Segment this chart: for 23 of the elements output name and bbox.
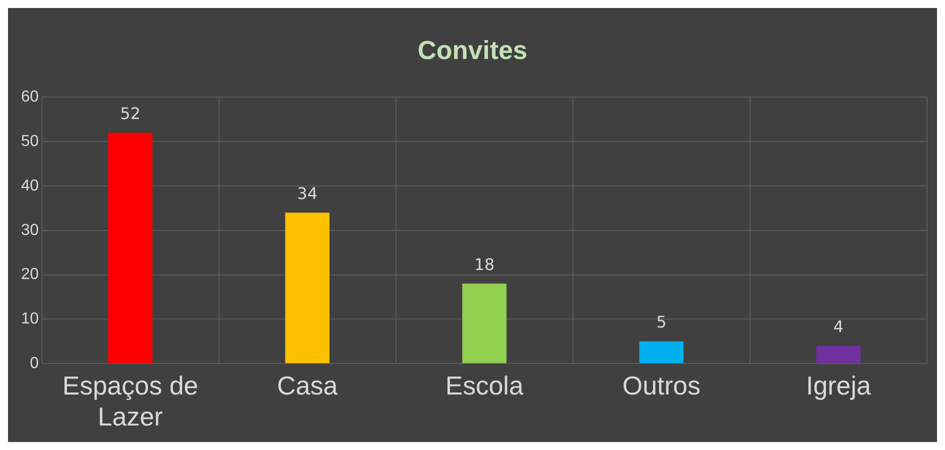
data-label: 4	[833, 316, 844, 336]
x-tick-label: Casa	[277, 370, 338, 400]
y-tick-label: 20	[21, 266, 39, 284]
y-tick-label: 0	[30, 355, 39, 372]
data-label: 34	[297, 184, 318, 203]
data-label: 18	[474, 254, 495, 274]
bar	[285, 212, 330, 364]
data-label: 5	[656, 312, 667, 332]
y-tick-label: 30	[21, 222, 39, 239]
chart-title: Convites	[418, 34, 528, 65]
x-tick-label: Escola	[445, 370, 524, 400]
x-tick-label: Igreja	[806, 370, 872, 400]
bar	[816, 346, 861, 364]
x-tick-label: Outros	[622, 370, 700, 400]
bar	[108, 132, 152, 364]
y-tick-label: 50	[21, 133, 39, 150]
y-tick-label: 10	[21, 310, 39, 328]
x-tick-label: Espaços de Lazer	[62, 370, 198, 432]
bar	[639, 341, 684, 364]
y-tick-label: 40	[21, 177, 39, 194]
data-label: 52	[120, 104, 140, 123]
bar	[462, 284, 507, 364]
y-tick-label: 60	[21, 88, 39, 106]
